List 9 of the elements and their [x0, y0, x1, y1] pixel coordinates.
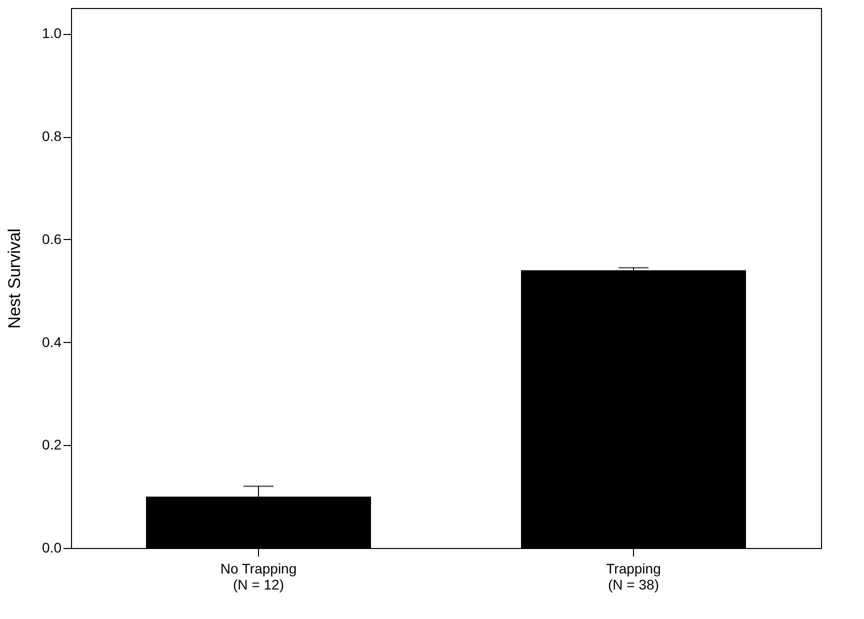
y-tick-label: 0.6 [42, 230, 62, 247]
y-tick-label: 0.4 [42, 334, 62, 350]
y-tick-label: 0.2 [42, 436, 62, 453]
x-tick-label: Trapping (N = 38) [606, 560, 661, 592]
y-tick-label: 1.0 [42, 25, 62, 42]
x-tick-label: No Trapping (N = 12) [220, 560, 297, 592]
y-axis-title: Nest Survival [5, 228, 24, 329]
y-tick-label: 0.8 [42, 128, 62, 144]
y-tick-label: 0.0 [42, 540, 62, 556]
